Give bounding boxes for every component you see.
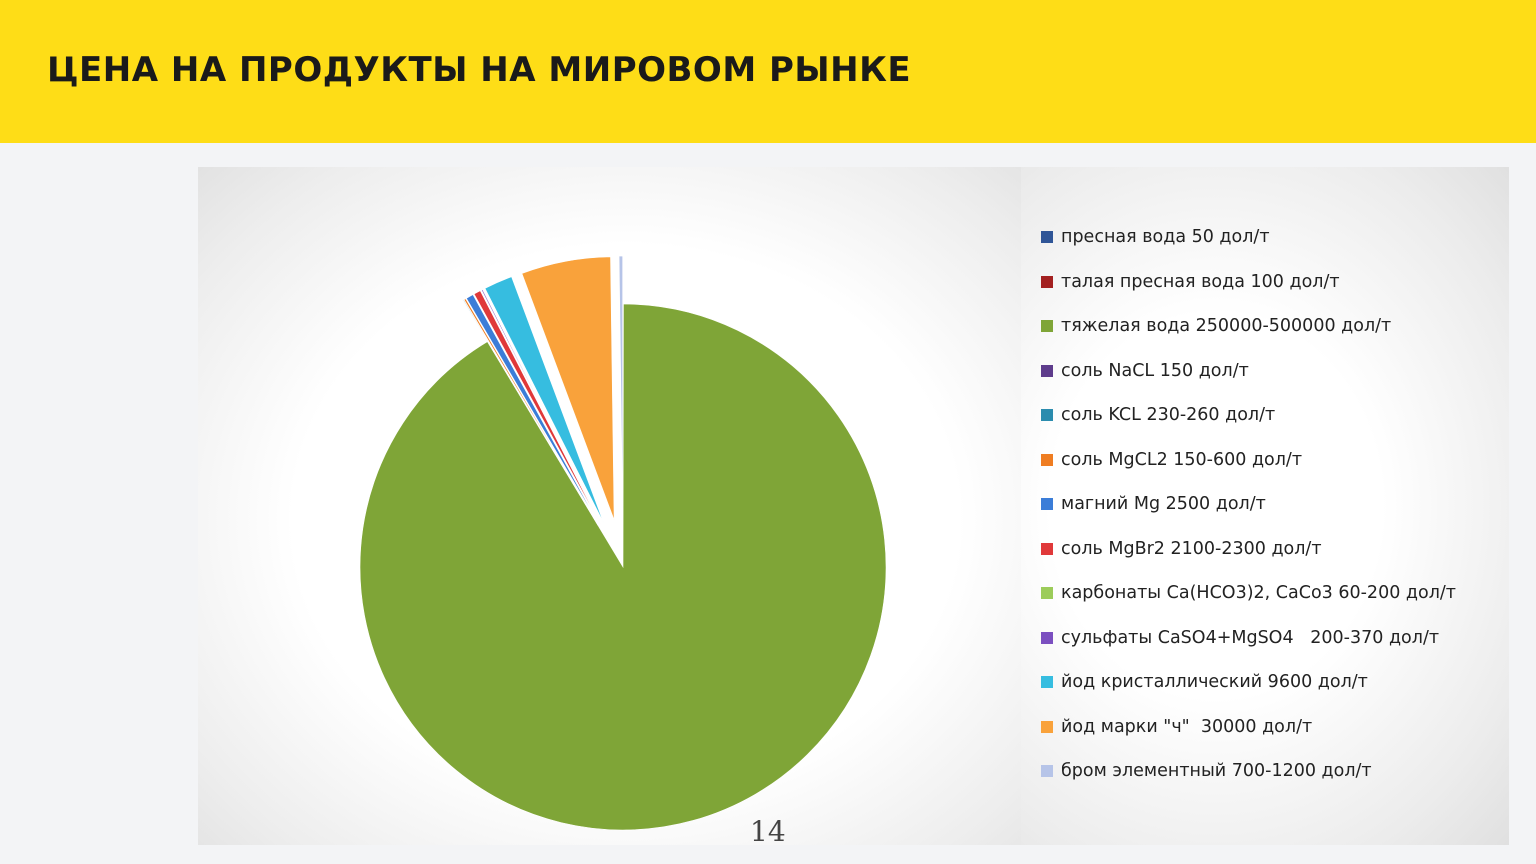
legend-item: магний Mg 2500 дол/т	[1041, 482, 1456, 527]
legend-label: соль MgCL2 150-600 дол/т	[1061, 449, 1303, 470]
legend-swatch	[1041, 409, 1053, 422]
legend-item: тяжелая вода 250000-500000 дол/т	[1041, 304, 1456, 349]
legend-item: талая пресная вода 100 дол/т	[1041, 260, 1456, 305]
legend-swatch	[1041, 320, 1053, 333]
legend-label: тяжелая вода 250000-500000 дол/т	[1061, 316, 1392, 337]
legend-swatch	[1041, 720, 1053, 733]
legend-label: йод кристаллический 9600 дол/т	[1061, 672, 1368, 693]
legend-list: пресная вода 50 дол/т талая пресная вода …	[1041, 215, 1456, 794]
legend-swatch	[1041, 587, 1053, 600]
legend-swatch	[1041, 275, 1053, 288]
legend-item: сульфаты CaSO4+MgSO4 200-370 дол/т	[1041, 616, 1456, 661]
legend-swatch	[1041, 364, 1053, 377]
pie-chart	[359, 255, 887, 831]
pie-slice-8	[473, 290, 601, 525]
legend-swatch	[1041, 765, 1053, 778]
legend-item: йод кристаллический 9600 дол/т	[1041, 660, 1456, 705]
legend-swatch	[1041, 676, 1053, 689]
legend-label: соль MgBr2 2100-2300 дол/т	[1061, 538, 1322, 559]
legend-label: соль NaCL 150 дол/т	[1061, 360, 1249, 381]
legend-item: соль NaCL 150 дол/т	[1041, 349, 1456, 394]
legend-item: карбонаты Ca(HCO3)2, CaCo3 60-200 дол/т	[1041, 571, 1456, 616]
legend-swatch	[1041, 631, 1053, 644]
page-number: 14	[750, 815, 786, 848]
legend-label: йод марки "ч" 30000 дол/т	[1061, 716, 1313, 737]
pie-slice-12	[521, 256, 615, 520]
legend-label: пресная вода 50 дол/т	[1061, 227, 1270, 248]
legend-label: сульфаты CaSO4+MgSO4 200-370 дол/т	[1061, 627, 1440, 648]
legend-swatch	[1041, 453, 1053, 466]
legend-swatch	[1041, 498, 1053, 511]
legend-item: соль MgBr2 2100-2300 дол/т	[1041, 527, 1456, 572]
pie-slice-7	[465, 294, 600, 526]
pie-slice-6	[463, 298, 599, 526]
legend-item: йод марки "ч" 30000 дол/т	[1041, 705, 1456, 750]
legend-label: соль KCL 230-260 дол/т	[1061, 405, 1276, 426]
legend: пресная вода 50 дол/т талая пресная вода …	[1021, 167, 1509, 845]
legend-item: соль KCL 230-260 дол/т	[1041, 393, 1456, 438]
legend-item: пресная вода 50 дол/т	[1041, 215, 1456, 260]
legend-label: талая пресная вода 100 дол/т	[1061, 271, 1340, 292]
title-bar: ЦЕНА НА ПРОДУКТЫ НА МИРОВОМ РЫНКЕ	[0, 0, 1536, 143]
legend-swatch	[1041, 231, 1053, 244]
legend-item: соль MgCL2 150-600 дол/т	[1041, 438, 1456, 483]
legend-label: карбонаты Ca(HCO3)2, CaCo3 60-200 дол/т	[1061, 583, 1456, 604]
legend-swatch	[1041, 542, 1053, 555]
legend-label: бром элементный 700-1200 дол/т	[1061, 761, 1372, 782]
pie-area	[198, 167, 1021, 845]
pie-slice-13	[618, 255, 623, 520]
pie-slice-10	[481, 289, 602, 525]
legend-label: магний Mg 2500 дол/т	[1061, 494, 1266, 515]
pie-slice-3	[359, 303, 887, 831]
page-title: ЦЕНА НА ПРОДУКТЫ НА МИРОВОМ РЫНКЕ	[47, 50, 912, 90]
pie-slice-11	[484, 276, 605, 524]
chart-frame: пресная вода 50 дол/т талая пресная вода …	[198, 167, 1509, 845]
legend-item: бром элементный 700-1200 дол/т	[1041, 749, 1456, 794]
